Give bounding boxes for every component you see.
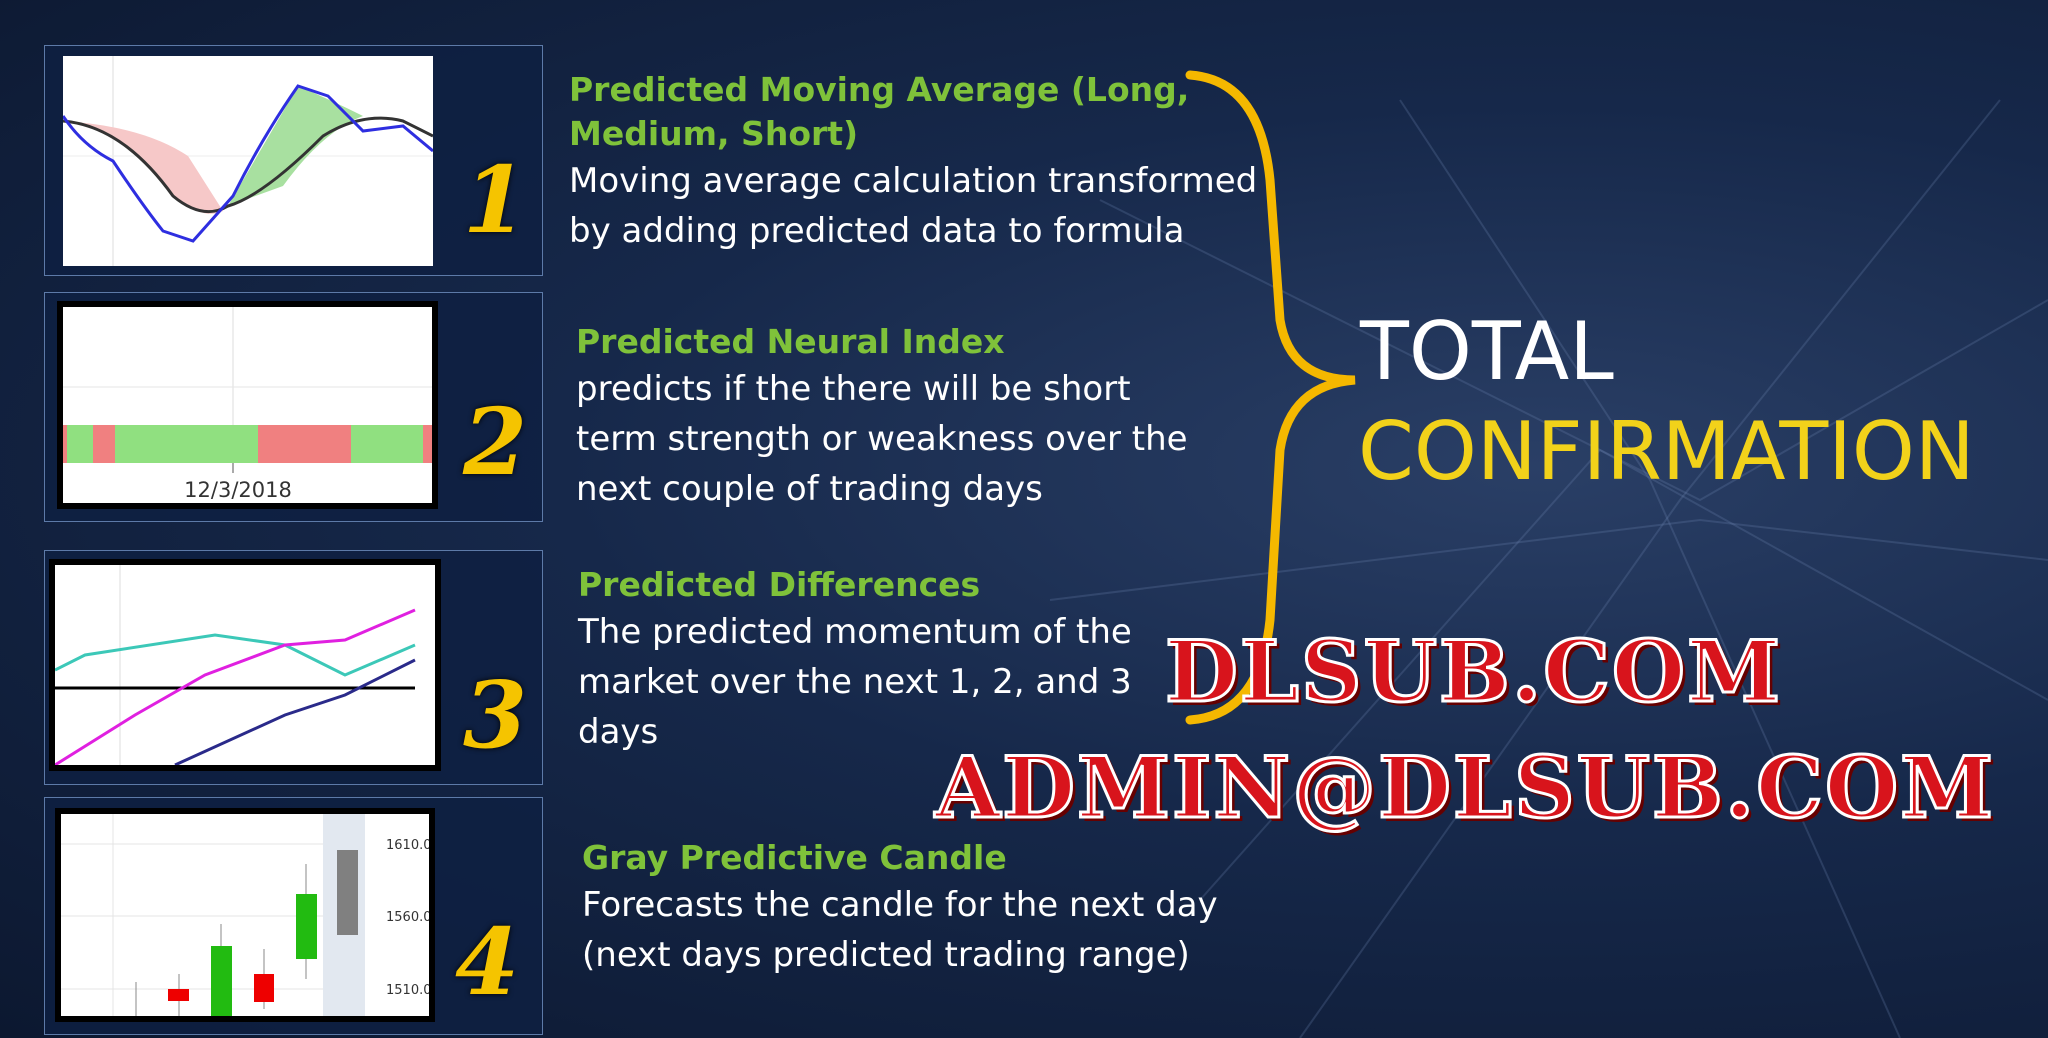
item-title: Medium, Short) xyxy=(569,114,859,153)
candle-thumbnail: 1610.00 1560.00 1510.00 xyxy=(55,808,435,1022)
item-4-text: Gray Predictive Candle Forecasts the can… xyxy=(582,836,1218,980)
item-description: term strength or weakness over the xyxy=(576,419,1188,459)
item-description: market over the next 1, 2, and 3 xyxy=(578,662,1132,702)
item-description: predicts if the there will be short xyxy=(576,369,1131,409)
panel-neural-index: 12/3/2018 2 xyxy=(44,292,543,522)
neural-index-thumbnail: 12/3/2018 xyxy=(57,301,438,509)
item-description: next couple of trading days xyxy=(576,469,1043,509)
item-number: 4 xyxy=(455,908,520,1016)
item-number: 2 xyxy=(463,388,528,496)
moving-average-thumbnail xyxy=(63,56,433,266)
item-description: (next days predicted trading range) xyxy=(582,935,1190,975)
item-3-text: Predicted Differences The predicted mome… xyxy=(578,563,1132,757)
panel-moving-average: 1 xyxy=(44,45,543,276)
item-description: by adding predicted data to formula xyxy=(569,211,1185,251)
watermark-site: DLSUB.COM xyxy=(1163,621,1783,723)
item-1-text: Predicted Moving Average (Long, Medium, … xyxy=(569,68,1257,256)
item-title: Predicted Neural Index xyxy=(576,322,1005,361)
y-tick-label: 1510.00 xyxy=(386,983,429,998)
item-2-text: Predicted Neural Index predicts if the t… xyxy=(576,320,1188,514)
headline-total: TOTAL xyxy=(1360,305,1614,398)
predicted-differences-thumbnail xyxy=(49,559,441,771)
item-description: Forecasts the candle for the next day xyxy=(582,885,1218,925)
headline-confirmation: CONFIRMATION xyxy=(1358,405,1975,498)
item-description: days xyxy=(578,712,659,752)
item-title: Gray Predictive Candle xyxy=(582,838,1007,877)
watermark-email: ADMIN@DLSUB.COM xyxy=(933,737,1996,839)
panel-gray-candle: 1610.00 1560.00 1510.00 4 xyxy=(44,797,543,1035)
item-title: Predicted Moving Average (Long, xyxy=(569,70,1190,109)
y-tick-label: 1610.00 xyxy=(386,838,429,853)
item-number: 1 xyxy=(463,146,528,254)
item-title: Predicted Differences xyxy=(578,565,981,604)
item-description: The predicted momentum of the xyxy=(578,612,1132,652)
curly-brace-icon xyxy=(1185,70,1356,725)
item-description: Moving average calculation transformed xyxy=(569,161,1258,201)
date-axis-label: 12/3/2018 xyxy=(184,478,292,502)
y-tick-label: 1560.00 xyxy=(386,910,429,925)
item-number: 3 xyxy=(463,661,528,769)
panel-predicted-differences: 3 xyxy=(44,550,543,785)
